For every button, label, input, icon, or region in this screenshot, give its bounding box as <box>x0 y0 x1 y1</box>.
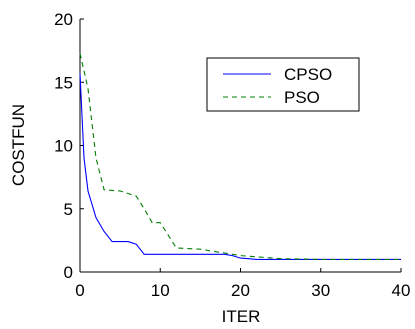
series-layer <box>79 53 401 260</box>
y-tick-label: 15 <box>54 73 73 92</box>
legend: CPSO PSO <box>206 57 360 112</box>
legend-label-cpso: CPSO <box>284 65 332 84</box>
y-tick-label: 0 <box>64 263 73 282</box>
series-line-cpso <box>79 73 401 260</box>
legend-label-pso: PSO <box>284 88 320 107</box>
y-tick-label: 10 <box>54 137 73 156</box>
y-tick-label: 5 <box>64 200 73 219</box>
x-tick-label: 0 <box>75 281 84 300</box>
x-tick-label: 40 <box>392 281 411 300</box>
legend-box <box>206 57 360 112</box>
x-axis-label: ITER <box>222 307 261 326</box>
y-tick-label: 20 <box>54 10 73 29</box>
x-tick-label: 30 <box>311 281 330 300</box>
y-axis-label: COSTFUN <box>9 104 28 186</box>
series-line-pso <box>79 53 401 260</box>
x-tick-label: 20 <box>231 281 250 300</box>
x-tick-label: 10 <box>151 281 170 300</box>
axes: 0 10 20 30 40 0 5 10 15 20 <box>54 10 410 300</box>
